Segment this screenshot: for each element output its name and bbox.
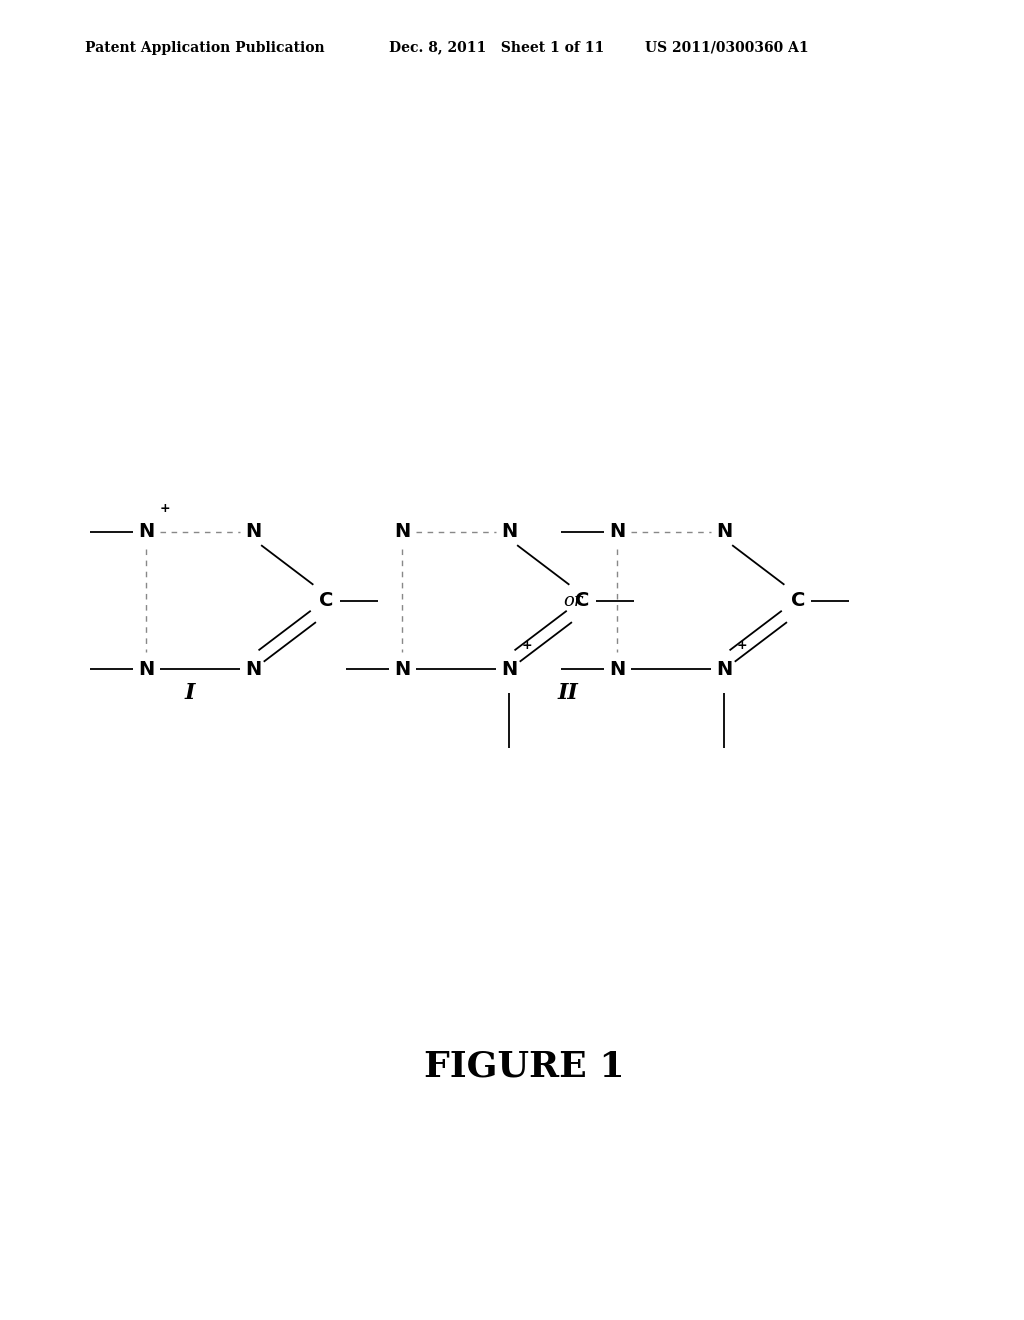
Text: C: C xyxy=(319,591,334,610)
Text: +: + xyxy=(522,639,532,652)
Text: FIGURE 1: FIGURE 1 xyxy=(424,1049,625,1084)
Text: C: C xyxy=(791,591,805,610)
Text: Dec. 8, 2011   Sheet 1 of 11: Dec. 8, 2011 Sheet 1 of 11 xyxy=(389,41,604,54)
Text: N: N xyxy=(394,660,411,678)
Text: +: + xyxy=(160,502,170,515)
Text: N: N xyxy=(716,523,732,541)
Text: or: or xyxy=(563,591,584,610)
Text: N: N xyxy=(501,523,517,541)
Text: C: C xyxy=(575,591,590,610)
Text: +: + xyxy=(737,639,748,652)
Text: II: II xyxy=(558,682,579,704)
Text: N: N xyxy=(245,660,261,678)
Text: N: N xyxy=(609,660,626,678)
Text: I: I xyxy=(184,682,195,704)
Text: N: N xyxy=(609,523,626,541)
Text: N: N xyxy=(394,523,411,541)
Text: N: N xyxy=(138,660,155,678)
Text: Patent Application Publication: Patent Application Publication xyxy=(85,41,325,54)
Text: N: N xyxy=(245,523,261,541)
Text: N: N xyxy=(501,660,517,678)
Text: US 2011/0300360 A1: US 2011/0300360 A1 xyxy=(645,41,809,54)
Text: N: N xyxy=(138,523,155,541)
Text: N: N xyxy=(716,660,732,678)
